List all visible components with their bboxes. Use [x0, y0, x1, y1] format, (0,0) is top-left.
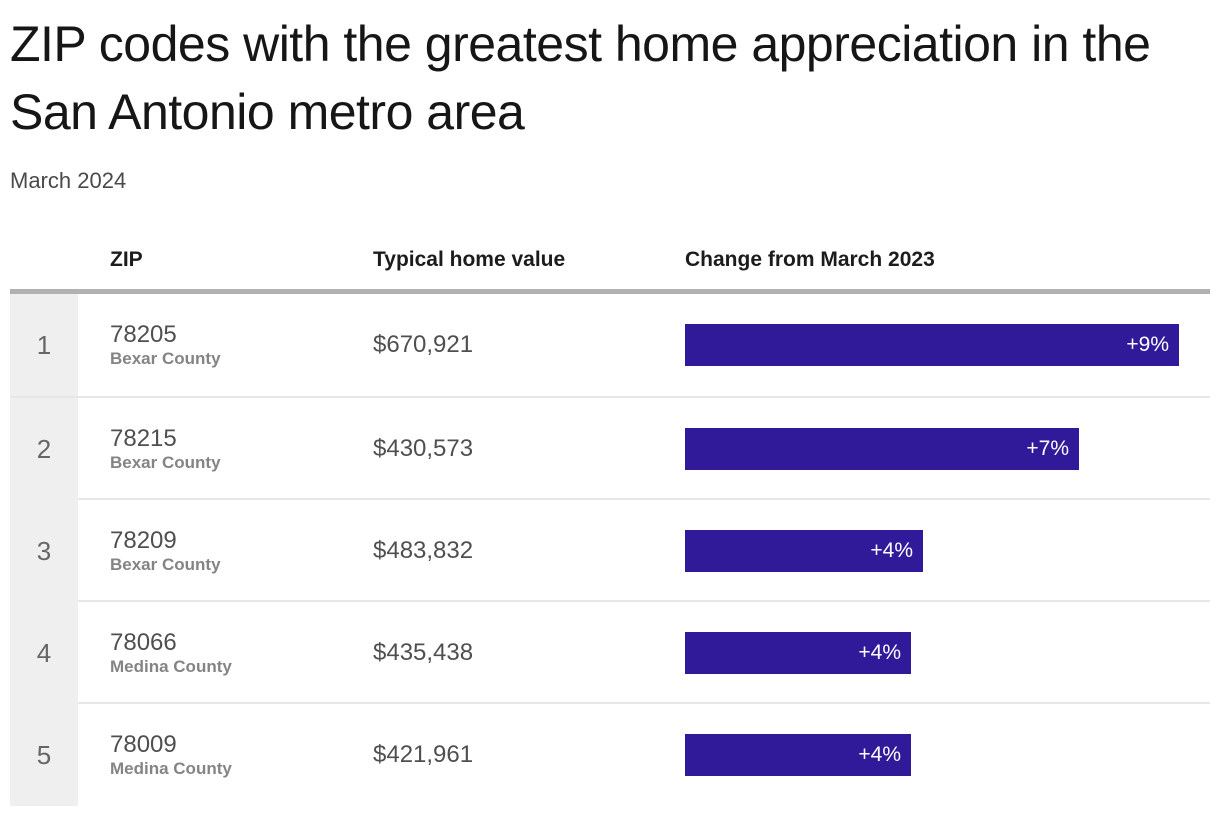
rank-cell: 4	[10, 602, 78, 704]
home-value-cell: $435,438	[373, 639, 474, 666]
chart-subtitle: March 2024	[10, 168, 127, 193]
change-bar-cell: +4%	[685, 632, 1210, 674]
home-value-cell: $670,921	[373, 331, 474, 358]
zip-code: 78066	[110, 629, 177, 656]
zip-cell: 78209 Bexar County	[78, 527, 373, 575]
table-body: 1 78205 Bexar County $670,921 +9% 2 7821…	[10, 294, 1210, 806]
change-bar-label: +4%	[858, 641, 901, 664]
page-title: ZIP codes with the greatest home appreci…	[10, 16, 1151, 140]
change-bar-cell: +7%	[685, 428, 1210, 470]
change-bar-label: +4%	[858, 743, 901, 766]
zip-code: 78209	[110, 527, 177, 554]
change-bar: +4%	[685, 632, 911, 674]
table-row: 5 78009 Medina County $421,961 +4%	[10, 702, 1210, 806]
change-bar: +7%	[685, 428, 1079, 470]
home-value-cell: $483,832	[373, 537, 474, 564]
county-label: Medina County	[110, 657, 232, 676]
table-row: 4 78066 Medina County $435,438 +4%	[10, 600, 1210, 704]
home-value-cell: $430,573	[373, 435, 474, 462]
rank-cell: 2	[10, 398, 78, 500]
home-value-cell: $421,961	[373, 741, 474, 768]
county-label: Medina County	[110, 759, 232, 778]
column-header-zip: ZIP	[110, 248, 143, 271]
zip-code: 78009	[110, 731, 177, 758]
change-bar: +9%	[685, 324, 1179, 366]
column-header-change: Change from March 2023	[685, 248, 935, 271]
change-bar-label: +7%	[1026, 437, 1069, 460]
table-row: 3 78209 Bexar County $483,832 +4%	[10, 498, 1210, 602]
change-bar-cell: +4%	[685, 734, 1210, 776]
change-bar: +4%	[685, 734, 911, 776]
header-separator	[10, 289, 1210, 294]
table-header-row: ZIP Typical home value Change from March…	[10, 248, 1210, 289]
zip-cell: 78009 Medina County	[78, 731, 373, 779]
change-bar-label: +4%	[870, 539, 913, 562]
table-row: 1 78205 Bexar County $670,921 +9%	[10, 294, 1210, 396]
county-label: Bexar County	[110, 349, 221, 368]
table-row: 2 78215 Bexar County $430,573 +7%	[10, 396, 1210, 500]
rank-cell: 3	[10, 500, 78, 602]
rank-cell: 1	[10, 294, 78, 396]
zip-cell: 78205 Bexar County	[78, 321, 373, 369]
column-header-home-value: Typical home value	[373, 248, 566, 271]
county-label: Bexar County	[110, 453, 221, 472]
zip-code: 78205	[110, 321, 177, 348]
county-label: Bexar County	[110, 555, 221, 574]
zip-code: 78215	[110, 425, 177, 452]
zip-cell: 78215 Bexar County	[78, 425, 373, 473]
change-bar-cell: +9%	[685, 324, 1210, 366]
change-bar: +4%	[685, 530, 923, 572]
zip-cell: 78066 Medina County	[78, 629, 373, 677]
rank-cell: 5	[10, 704, 78, 806]
change-bar-label: +9%	[1126, 333, 1169, 356]
change-bar-cell: +4%	[685, 530, 1210, 572]
